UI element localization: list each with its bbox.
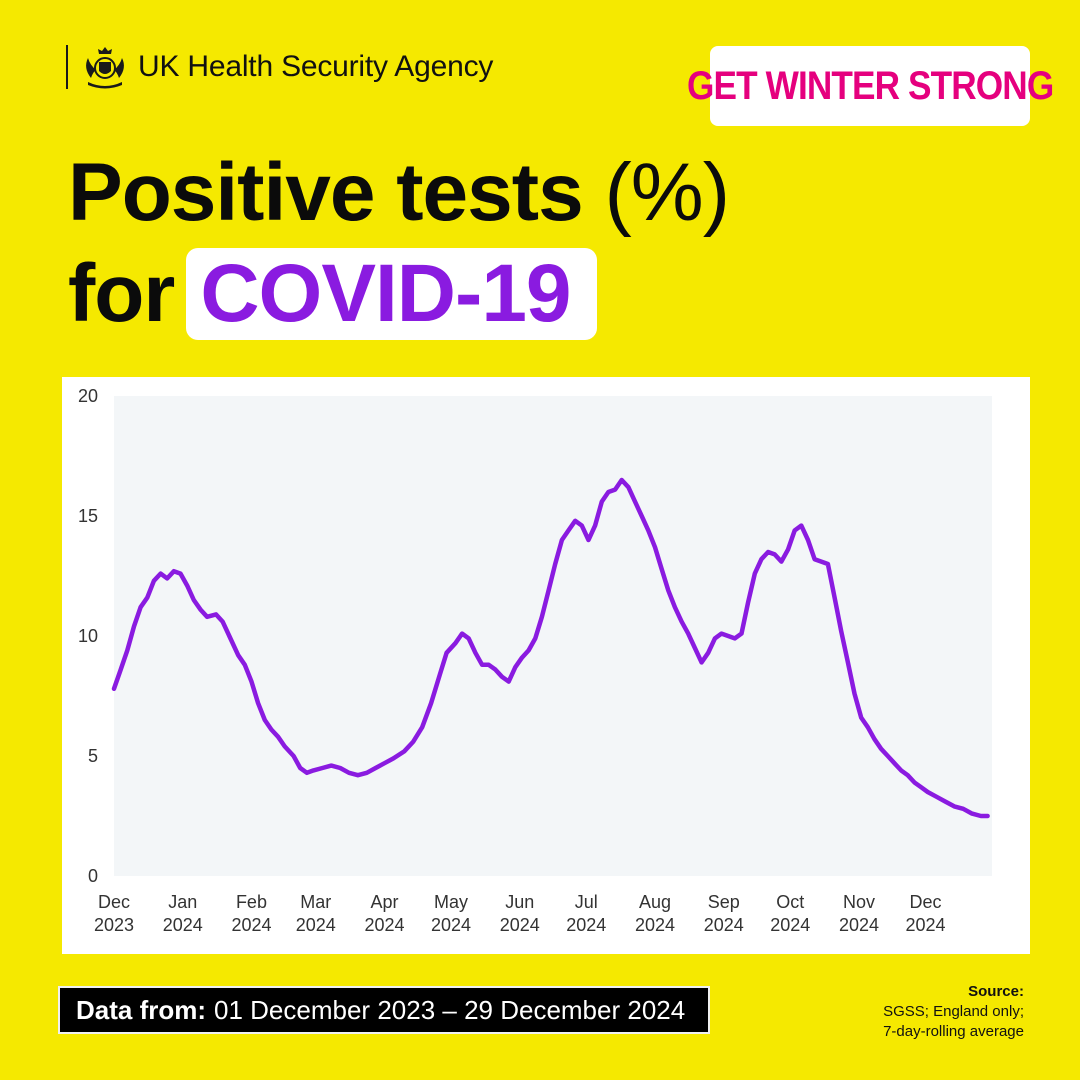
- data-range-box: Data from: 01 December 2023 – 29 Decembe…: [58, 986, 710, 1034]
- y-tick-label: 20: [78, 386, 98, 406]
- page-title-line1: Positive tests (%): [68, 146, 730, 240]
- chart-panel: 0 5 10 15 20 Dec 2023 Jan 2024 Feb 2024 Mar 2024 Apr 2…: [62, 377, 1030, 954]
- title-disease: COVID-19: [200, 248, 571, 339]
- x-tick-label: Sep 2024: [704, 892, 744, 935]
- x-tick-label: Feb 2024: [231, 892, 271, 935]
- x-tick-label: Apr 2024: [364, 892, 404, 935]
- x-tick-label: Aug 2024: [635, 892, 675, 935]
- x-tick-label: May 2024: [431, 892, 471, 935]
- title-text: Positive tests: [68, 147, 584, 238]
- x-tick-label: Mar 2024: [296, 892, 336, 935]
- plot-area: [114, 396, 992, 876]
- royal-crest-icon: [86, 47, 124, 89]
- campaign-badge: GET WINTER STRONG: [687, 46, 1054, 126]
- y-tick-label: 15: [78, 506, 98, 526]
- page-title-line2: for COVID-19: [68, 248, 597, 340]
- x-tick-label: Jul 2024: [566, 892, 606, 935]
- title-for: for: [68, 248, 175, 339]
- source-note: Source: SGSS; England only; 7-day-rollin…: [804, 982, 1024, 1042]
- y-tick-label: 10: [78, 626, 98, 646]
- source-line-1: SGSS; England only;: [883, 1003, 1024, 1020]
- organisation-name: UK Health Security Agency: [138, 50, 494, 83]
- x-tick-label: Nov 2024: [839, 892, 879, 935]
- data-range-label: Data from:: [76, 994, 207, 1025]
- title-unit: (%): [604, 147, 730, 238]
- logo-divider: [66, 45, 68, 89]
- source-line-2: 7-day-rolling average: [883, 1023, 1024, 1040]
- campaign-badge-text: GET WINTER STRONG: [686, 63, 1054, 108]
- x-tick-label: Dec 2023: [94, 892, 134, 935]
- x-tick-label: Jun 2024: [500, 892, 540, 935]
- organisation-logo: UK Health Security Agency: [66, 44, 493, 90]
- series-line: [111, 477, 990, 819]
- data-range-value: 01 December 2023 – 29 December 2024: [214, 994, 686, 1025]
- line-chart: 0 5 10 15 20 Dec 2023 Jan 2024 Feb 2024 Mar 2024 Apr 2…: [78, 386, 992, 935]
- source-label: Source:: [968, 983, 1024, 1000]
- y-tick-label: 0: [88, 866, 98, 886]
- title-highlight-pill: COVID-19: [186, 248, 597, 340]
- y-tick-label: 5: [88, 746, 98, 766]
- x-tick-label: Jan 2024: [163, 892, 203, 935]
- x-tick-label: Dec 2024: [905, 892, 945, 935]
- x-tick-label: Oct 2024: [770, 892, 810, 935]
